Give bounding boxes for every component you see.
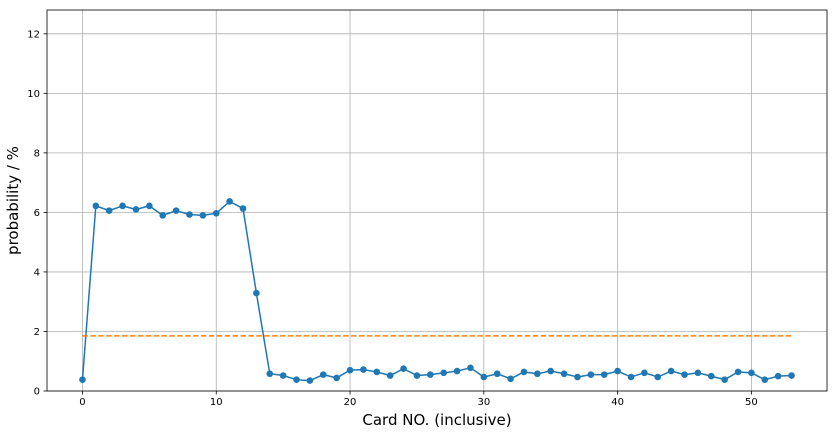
data-point — [520, 368, 528, 376]
x-tick-label: 10 — [210, 397, 223, 408]
data-point — [654, 373, 662, 381]
data-point — [253, 289, 260, 297]
data-point — [547, 367, 555, 375]
x-axis: 0 10 20 30 40 50 — [79, 391, 758, 408]
data-point — [119, 202, 126, 210]
x-tick-label: 30 — [477, 397, 490, 408]
data-point — [212, 209, 220, 217]
data-point — [239, 205, 247, 212]
plot-frame — [46, 9, 828, 392]
data-point — [641, 369, 648, 377]
x-tick-label: 50 — [745, 397, 758, 408]
data-point — [199, 212, 207, 219]
data-point — [534, 370, 541, 378]
data-point — [681, 371, 688, 378]
data-point — [614, 367, 621, 375]
data-point — [788, 372, 795, 379]
x-axis-label: Card NO. (inclusive) — [362, 411, 511, 429]
data-point — [386, 372, 394, 379]
series-layer — [79, 198, 795, 384]
data-point — [453, 367, 461, 375]
data-point — [226, 198, 233, 205]
x-tick-label: 40 — [611, 397, 624, 408]
x-tick-label: 20 — [344, 397, 357, 408]
y-tick-label: 12 — [27, 29, 40, 40]
data-point — [427, 371, 434, 378]
data-point — [132, 206, 140, 213]
data-point — [279, 372, 287, 379]
data-point — [707, 372, 715, 380]
data-point — [319, 371, 327, 378]
y-tick-label: 6 — [34, 208, 40, 219]
y-tick-label: 2 — [34, 327, 40, 338]
data-point — [266, 370, 274, 378]
data-point — [333, 374, 340, 382]
data-point — [360, 366, 367, 373]
data-point — [574, 373, 581, 381]
y-axis: 0 2 4 6 8 10 12 — [27, 29, 47, 398]
y-axis-label: probability / % — [4, 146, 22, 255]
data-point — [172, 207, 180, 214]
data-point — [627, 373, 635, 381]
data-point — [373, 368, 381, 376]
series-line — [81, 200, 792, 382]
data-point — [146, 202, 153, 210]
data-point — [587, 371, 595, 378]
data-point — [507, 375, 514, 383]
data-point — [346, 366, 354, 374]
data-point — [105, 207, 113, 214]
data-point — [774, 372, 782, 380]
data-point — [440, 369, 447, 377]
y-tick-label: 4 — [34, 267, 40, 278]
data-point — [761, 376, 769, 383]
y-tick-label: 10 — [27, 89, 40, 100]
data-point — [400, 365, 407, 372]
data-point — [721, 376, 728, 383]
x-tick-label: 0 — [79, 397, 85, 408]
data-point — [600, 371, 608, 378]
data-point — [493, 370, 501, 378]
data-point — [92, 202, 100, 210]
data-point — [79, 376, 86, 383]
data-point — [293, 376, 300, 383]
y-tick-label: 0 — [34, 387, 40, 398]
data-point — [560, 370, 568, 378]
grid — [47, 10, 827, 392]
data-point — [159, 212, 167, 219]
data-point — [186, 211, 193, 218]
data-point — [667, 367, 675, 375]
data-point — [306, 377, 314, 384]
y-tick-label: 8 — [34, 148, 40, 159]
data-point — [467, 364, 474, 372]
data-point — [734, 368, 742, 376]
data-point — [694, 369, 702, 377]
data-point — [748, 369, 755, 377]
data-point — [413, 372, 421, 379]
data-point — [480, 373, 488, 381]
